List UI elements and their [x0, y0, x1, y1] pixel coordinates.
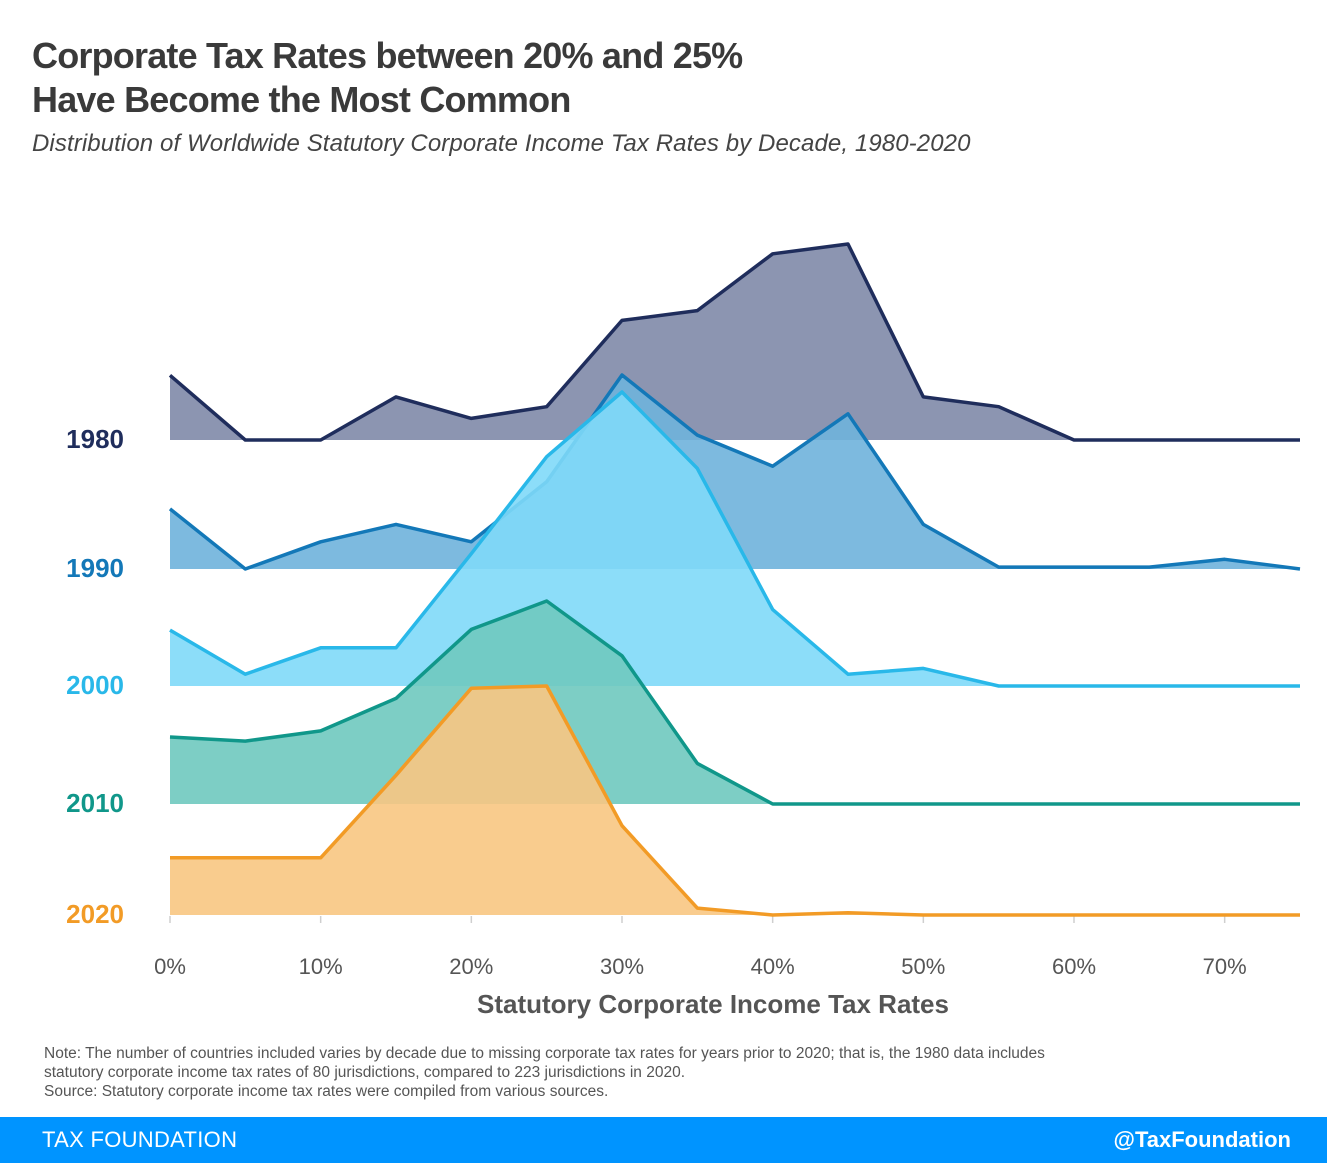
x-tick-label-2: 20%	[449, 954, 493, 979]
footer-handle[interactable]: @TaxFoundation	[1113, 1127, 1291, 1152]
line-2020	[170, 684, 1300, 917]
line-2000	[169, 390, 1300, 688]
row-label-2010: 2010	[66, 788, 124, 818]
chart-title: Corporate Tax Rates between 20% and 25% …	[32, 34, 1032, 122]
footer-brand: TAX FOUNDATION	[42, 1127, 238, 1152]
title-line-1: Corporate Tax Rates between 20% and 25%	[32, 35, 743, 76]
chart-subtitle: Distribution of Worldwide Statutory Corp…	[32, 130, 971, 157]
x-axis-title: Statutory Corporate Income Tax Rates	[477, 989, 949, 1019]
x-tick-label-7: 70%	[1203, 954, 1247, 979]
x-tick-label-0: 0%	[154, 954, 186, 979]
x-tick-label-6: 60%	[1052, 954, 1096, 979]
title-line-2: Have Become the Most Common	[32, 79, 571, 120]
notes: Note: The number of countries included v…	[44, 1044, 1284, 1101]
note-line-2: statutory corporate income tax rates of …	[44, 1064, 685, 1081]
x-tick-label-1: 10%	[299, 954, 343, 979]
note-line-1: Note: The number of countries included v…	[44, 1045, 1045, 1062]
area-1980	[170, 244, 1300, 440]
footer-bar: TAX FOUNDATION @TaxFoundation	[0, 1117, 1327, 1163]
source-line: Source: Statutory corporate income tax r…	[44, 1083, 609, 1100]
line-1990	[168, 373, 1301, 571]
row-label-1980: 1980	[66, 424, 124, 454]
x-tick-label-4: 40%	[751, 954, 795, 979]
row-label-2020: 2020	[66, 899, 124, 929]
x-tick-label-3: 30%	[600, 954, 644, 979]
line-2010	[169, 599, 1300, 806]
row-label-1990: 1990	[66, 553, 124, 583]
ridgeline-chart: 1980 1990 2000 2010 2020 0% 10% 20% 30% 40% 50% 60%…	[66, 242, 1301, 1019]
area-1990	[170, 375, 1300, 569]
row-label-2000: 2000	[66, 670, 124, 700]
line-1980	[168, 242, 1300, 442]
area-2020	[170, 686, 1300, 915]
x-tick-label-5: 50%	[901, 954, 945, 979]
